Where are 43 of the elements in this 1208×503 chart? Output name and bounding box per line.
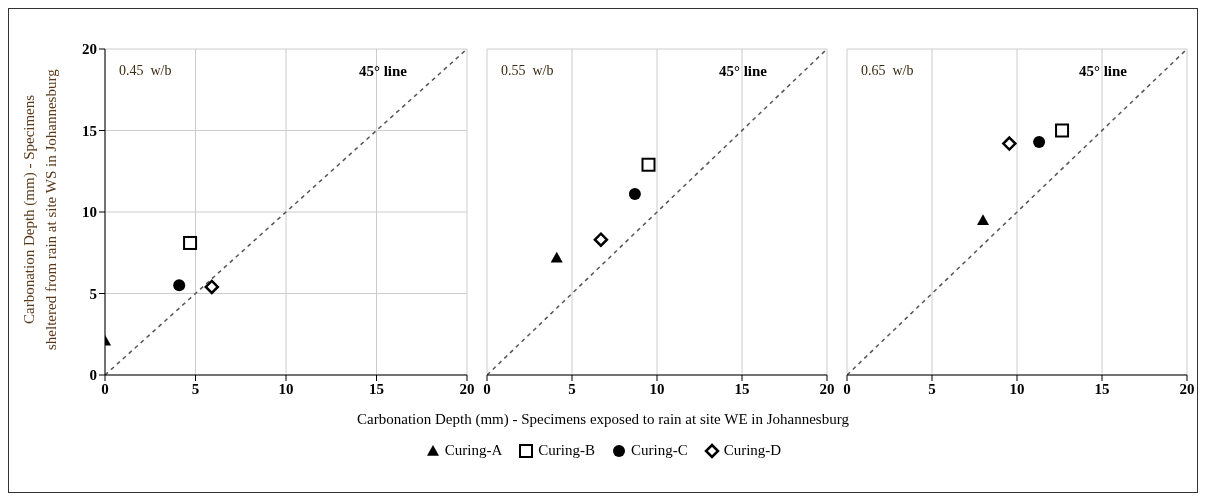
x-tick-label: 0 xyxy=(843,380,851,397)
x-axis-title: Carbonation Depth (mm) - Specimens exposed to rain at site WE in Johannesburg xyxy=(356,411,850,428)
y-tick-label: 15 xyxy=(82,122,97,139)
x-tick-label: 15 xyxy=(734,380,750,397)
x-tick-label: 10 xyxy=(1009,380,1025,397)
x-tick-label: 20 xyxy=(459,380,475,397)
x-tick-label: 10 xyxy=(278,380,294,397)
y-axis-title: Carbonation Depth (mm) - Specimens sheltered from rain at site WS in Johannesburg xyxy=(20,67,60,352)
annotation: 45° line xyxy=(718,63,767,80)
x-tick-label: 20 xyxy=(819,380,835,397)
point xyxy=(550,251,563,263)
x-tick-label: 15 xyxy=(369,380,384,397)
x-tick-label: 15 xyxy=(1094,380,1110,397)
point xyxy=(1002,136,1017,151)
y-tick-label: 20 xyxy=(82,41,97,58)
legend-label: Curing-C xyxy=(631,442,688,459)
point xyxy=(628,188,641,201)
y-tick-label: 5 xyxy=(89,285,97,302)
annotation: 45° line xyxy=(358,63,407,80)
legend-label: Curing-B xyxy=(538,442,595,459)
x-tick-label: 0 xyxy=(101,380,109,397)
x-tick-label: 0 xyxy=(483,380,491,397)
y-tick-label: 0 xyxy=(89,367,97,384)
y-tick-label: 10 xyxy=(82,204,97,221)
point xyxy=(1055,123,1070,138)
point xyxy=(173,279,186,292)
point xyxy=(183,235,198,250)
annotation: 0.55 w/b xyxy=(501,63,554,79)
legend-label: Curing-A xyxy=(444,442,503,459)
x-tick-label: 5 xyxy=(928,380,936,397)
point xyxy=(1033,135,1046,148)
point xyxy=(204,279,220,295)
point xyxy=(641,157,656,172)
point xyxy=(593,232,609,247)
point xyxy=(977,214,989,225)
x-tick-label: 5 xyxy=(568,380,576,397)
x-tick-label: 20 xyxy=(1179,380,1195,397)
annotation: 0.65 w/b xyxy=(861,63,914,79)
annotation: 0.45 w/b xyxy=(119,63,172,79)
x-tick-label: 5 xyxy=(191,380,200,397)
annotation: 45° line xyxy=(1078,63,1127,80)
legend-label: Curing-D xyxy=(723,442,782,459)
x-tick-label: 10 xyxy=(649,380,665,397)
